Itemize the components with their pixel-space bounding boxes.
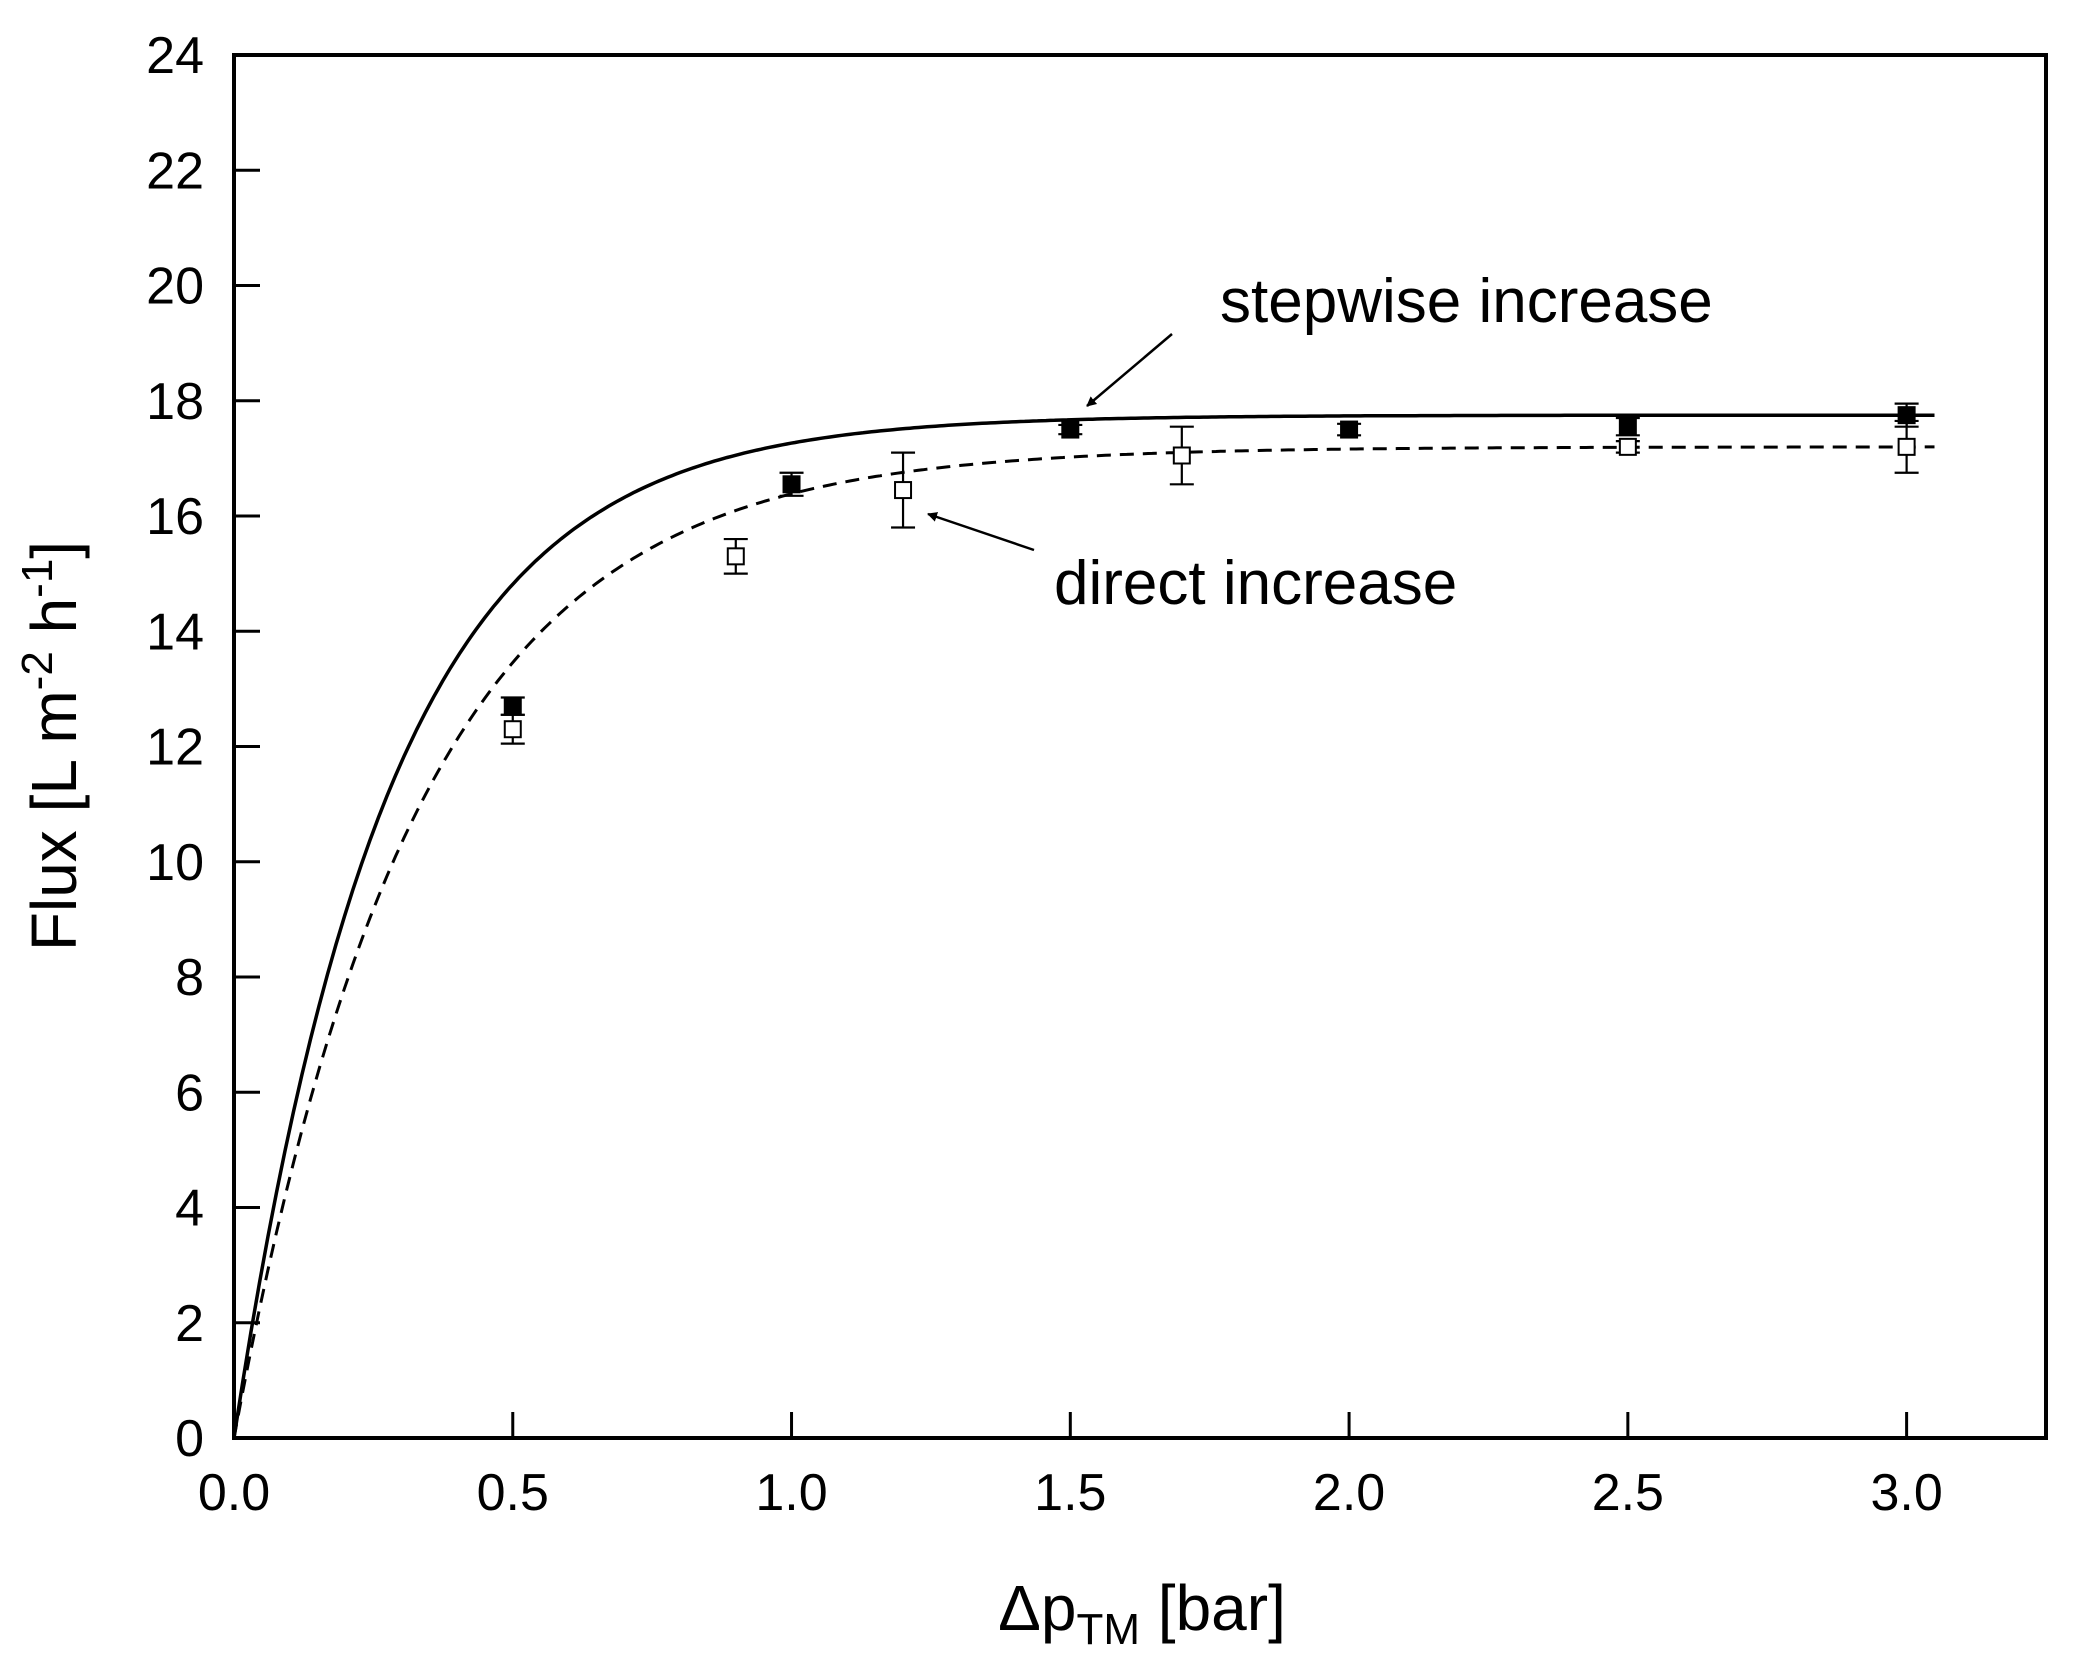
x-axis-ticks: 0.0 0.5 1.0 1.5 2.0 2.5 3.0 (198, 1412, 1943, 1522)
x-tick-label-1.5: 1.5 (1034, 1464, 1106, 1522)
y-axis-title-h: h (18, 598, 90, 651)
marker-direct-increase-0 (503, 720, 522, 739)
y-axis-title-exp2: -1 (13, 559, 62, 598)
x-tick-label-2.0: 2.0 (1313, 1464, 1385, 1522)
x-tick-label-3.0: 3.0 (1870, 1464, 1942, 1522)
marker-stepwise-increase-4 (1618, 417, 1637, 436)
x-tick-label-1.0: 1.0 (755, 1464, 827, 1522)
y-tick-label-0: 0 (175, 1410, 204, 1468)
y-axis-title-end: ] (18, 541, 90, 559)
fit-curve-direct-increase (232, 445, 1935, 1439)
marker-direct-increase-1 (726, 547, 745, 566)
marker-direct-increase-4 (1618, 437, 1637, 456)
data-markers (503, 406, 1916, 739)
x-tick-label-2.5: 2.5 (1592, 1464, 1664, 1522)
y-tick-label-14: 14 (146, 603, 204, 661)
x-axis-title-subscript: TM (1076, 1605, 1140, 1654)
annotation-arrow-direct (927, 512, 1035, 552)
marker-stepwise-increase-3 (1340, 420, 1359, 439)
y-tick-label-24: 24 (146, 27, 204, 85)
y-tick-label-2: 2 (175, 1295, 204, 1353)
y-tick-label-16: 16 (146, 488, 204, 546)
marker-direct-increase-3 (1172, 446, 1191, 465)
x-axis-title-unit: [bar] (1140, 1572, 1286, 1644)
y-axis-title: Flux [L m-2 h-1] (13, 541, 90, 951)
x-axis-title-delta-p: Δp (998, 1572, 1076, 1644)
y-tick-label-6: 6 (175, 1064, 204, 1122)
y-tick-label-10: 10 (146, 834, 204, 892)
marker-stepwise-increase-2 (1061, 420, 1080, 439)
fit-curves (232, 413, 1935, 1439)
plot-frame (232, 53, 2048, 1440)
fit-curve-stepwise-increase (232, 413, 1935, 1439)
x-tick-label-0.5: 0.5 (477, 1464, 549, 1522)
annotation-stepwise-label: stepwise increase (1220, 267, 1713, 336)
marker-direct-increase-5 (1897, 437, 1916, 456)
x-tick-label-0.0: 0.0 (198, 1464, 270, 1522)
y-tick-label-22: 22 (146, 142, 204, 200)
y-tick-label-4: 4 (175, 1180, 204, 1238)
y-tick-label-20: 20 (146, 258, 204, 316)
y-axis-title-main: Flux [L m (18, 690, 90, 951)
annotation-arrow-stepwise (1086, 333, 1173, 407)
x-axis-title: ΔpTM [bar] (998, 1572, 1286, 1654)
annotation-direct-label: direct increase (1054, 549, 1457, 618)
y-tick-label-18: 18 (146, 373, 204, 431)
marker-direct-increase-2 (894, 481, 913, 500)
marker-stepwise-increase-1 (782, 475, 801, 494)
marker-stepwise-increase-5 (1897, 406, 1916, 425)
y-tick-label-12: 12 (146, 719, 204, 777)
y-axis-title-exp1: -2 (13, 651, 62, 690)
y-tick-label-8: 8 (175, 949, 204, 1007)
marker-stepwise-increase-0 (503, 697, 522, 716)
